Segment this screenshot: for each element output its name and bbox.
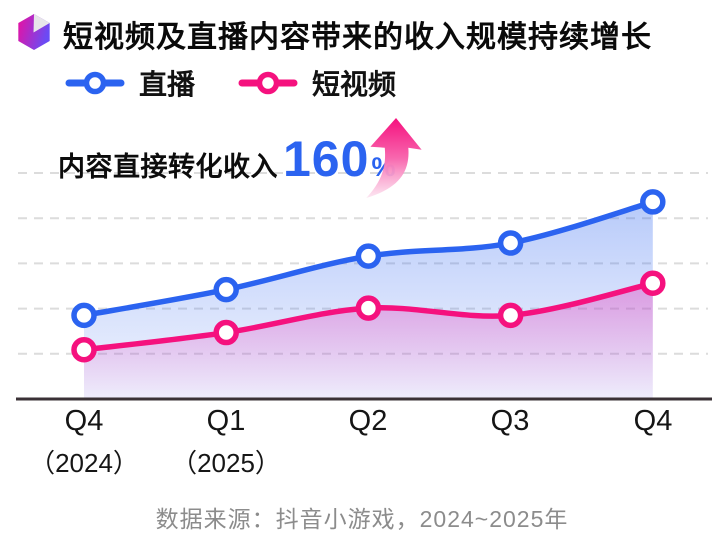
x-axis-labels: Q4 （2024） Q1 （2025） Q2 Q3 Q4 [0,405,724,478]
x-label-q4-2025: Q4 [633,405,673,437]
live-series-marker-icon [65,71,125,95]
x-label-q2: Q2 [348,405,388,437]
legend-label-shortvideo: 短视频 [312,69,397,100]
x-label-q4-2024: Q4 （2024） [29,405,139,478]
gem-icon [18,13,50,51]
legend-label-live: 直播 [139,69,196,100]
annotation-value: 160 [283,131,370,187]
legend-item-live: 直播 [64,63,195,103]
legend-item-shortvideo: 短视频 [237,63,396,103]
page-title: 短视频及直播内容带来的收入规模持续增长 [63,21,652,54]
annotation-label: 内容直接转化收入 [58,152,278,182]
shortvideo-series-marker-icon [238,71,298,95]
data-source-caption: 数据来源：抖音小游戏，2024~2025年 [155,506,569,532]
growth-arrow-icon [366,118,422,198]
x-label-q1-2025: Q1 （2025） [171,405,281,478]
x-label-q3: Q3 [490,405,530,437]
legend: 直播 短视频 [64,63,396,103]
growth-annotation: 内容直接转化收入 160 % [58,118,422,198]
